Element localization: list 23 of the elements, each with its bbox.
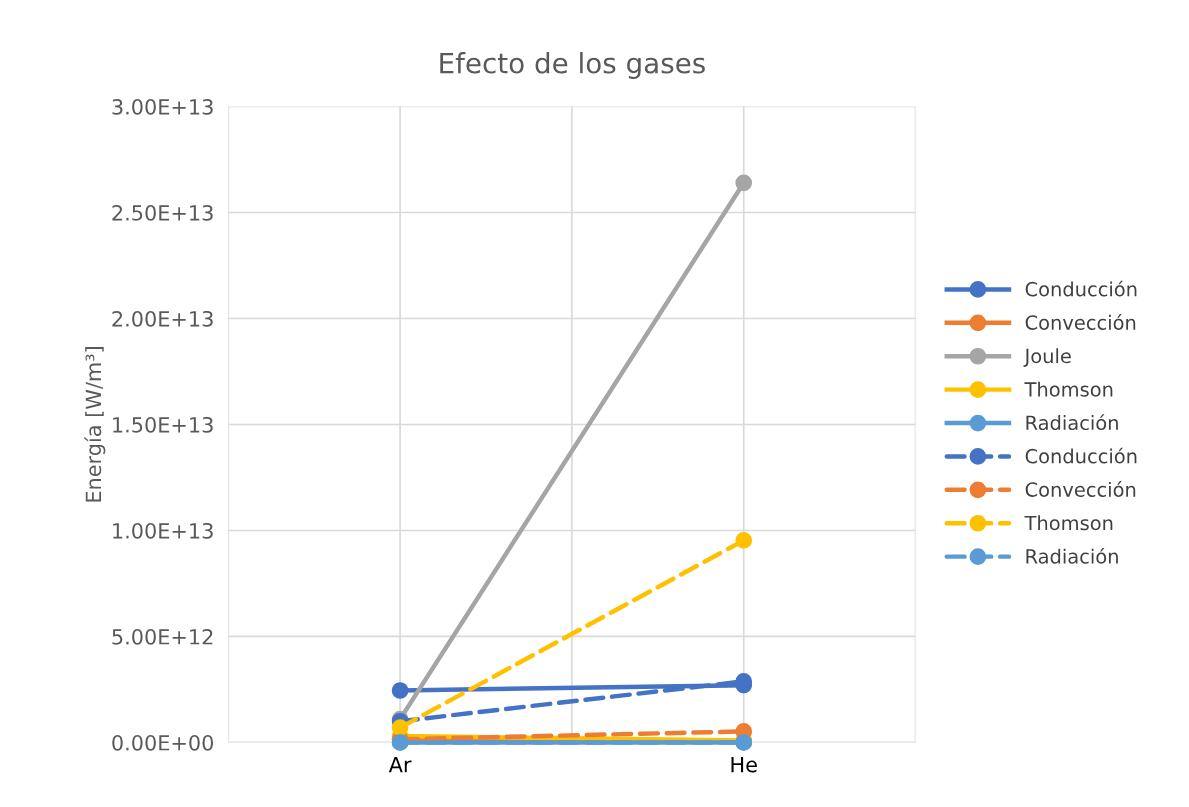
x-tick-label: Ar <box>388 756 412 773</box>
y-tick-label: 1.50E+13 <box>113 416 213 433</box>
y-tick-label: 0.00E+00 <box>112 734 214 751</box>
legend-label: Thomson <box>1024 381 1113 397</box>
point <box>391 682 409 699</box>
legend-label: Conducción <box>1025 280 1137 297</box>
y-axis-title: Energía [W/m³] <box>84 347 106 502</box>
x-tick-label: He <box>731 756 757 773</box>
legend-label: Convección <box>1025 481 1136 497</box>
point <box>735 532 753 549</box>
legend-label: Thomson <box>1024 515 1113 531</box>
y-tick-label: 2.50E+13 <box>112 204 213 221</box>
chart-title: Efecto de los gases <box>440 52 705 79</box>
point <box>735 174 753 192</box>
y-tick-label: 2.00E+13 <box>112 310 213 327</box>
y-tick-label: 1.00E+13 <box>113 522 213 539</box>
legend-label: Radiación <box>1026 414 1118 431</box>
y-tick-label: 3.00E+13 <box>112 98 213 115</box>
legend-label: Convección <box>1025 314 1136 330</box>
legend-label: Radiación <box>1026 547 1118 564</box>
legend-label: Joule <box>1023 348 1071 367</box>
y-tick-label: 5.00E+12 <box>112 628 213 645</box>
legend-label: Conducción <box>1025 447 1137 464</box>
